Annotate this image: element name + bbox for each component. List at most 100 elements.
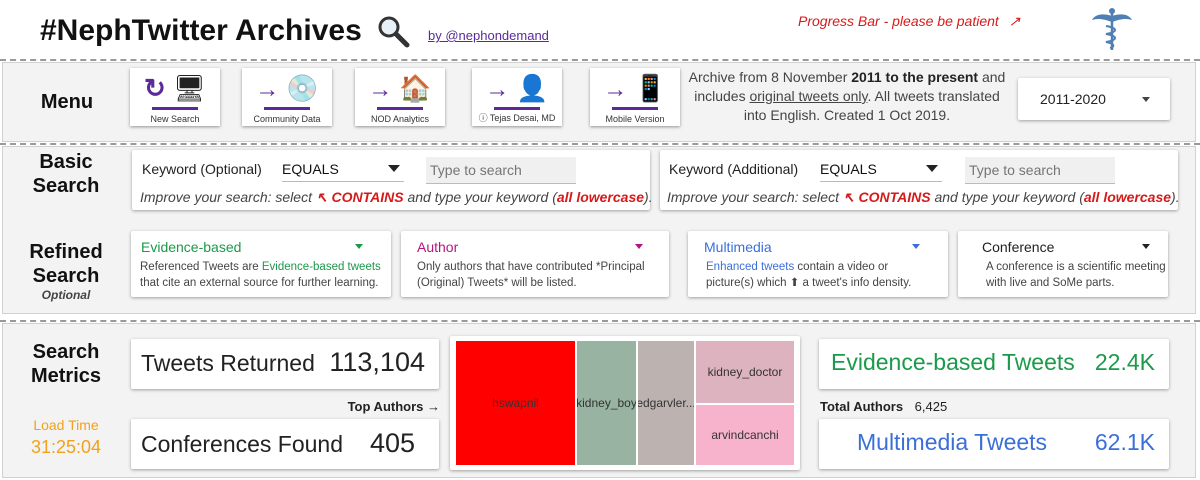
keyword-optional-operator-select[interactable]: EQUALS (282, 161, 404, 182)
chevron-down-icon (912, 244, 920, 249)
tweets-returned-card: Tweets Returned 113,104 (131, 339, 439, 389)
progress-arrow-icon: ↗ (1008, 13, 1021, 29)
hint-lowercase: all lowercase (556, 189, 645, 205)
hint-mid: and type your keyword ( (930, 189, 1084, 205)
progress-bar-text: Progress Bar - please be patient ↗ (798, 13, 1020, 30)
multimedia-filter[interactable]: Multimedia Enhanced tweets contain a vid… (688, 231, 948, 297)
caduceus-logo (1090, 6, 1134, 52)
archive-text-bold: 2011 to the present (851, 69, 979, 85)
multimedia-tweets-card: Multimedia Tweets 62.1K (819, 419, 1169, 469)
mobile-phone-icon: → 📱 (603, 73, 667, 103)
multimedia-tweets-value: 62.1K (1094, 429, 1155, 455)
hint-contains: CONTAINS (331, 189, 404, 205)
load-time-label: Load Time (33, 417, 99, 433)
evidence-based-tweets-card: Evidence-based Tweets 22.4K (819, 339, 1169, 389)
divider (0, 320, 1200, 322)
multimedia-filter-title: Multimedia (704, 239, 772, 255)
tweets-returned-label: Tweets Returned (141, 350, 315, 376)
top-authors-label: Top Authors → (347, 399, 440, 414)
author-filter-desc: Only authors that have contributed *Prin… (417, 259, 657, 291)
evidence-based-filter-desc: Referenced Tweets are Evidence-based twe… (140, 259, 390, 291)
treemap-tile-kidney-boy[interactable]: kidney_boy (576, 340, 637, 466)
total-authors-label: Total Authors (820, 399, 904, 414)
conference-filter-desc: A conference is a scientific meeting wit… (986, 259, 1166, 291)
keyword-additional-label: Keyword (Additional) (669, 161, 799, 177)
nod-analytics-button[interactable]: → 🏠 NOD Analytics (355, 68, 445, 126)
conferences-found-label: Conferences Found (141, 431, 344, 457)
chevron-down-icon (1142, 97, 1150, 102)
house-icon: → 🏠 (368, 73, 432, 103)
new-search-label: New Search (150, 114, 200, 124)
community-data-label: Community Data (253, 114, 321, 124)
desc-pre: Referenced Tweets are (140, 261, 262, 273)
keyword-optional-operator-value: EQUALS (282, 161, 339, 177)
keyword-optional-hint: Improve your search: select ↖ CONTAINS a… (140, 189, 653, 206)
year-select-value: 2011-2020 (1040, 91, 1106, 107)
refined-search-optional: Optional (41, 288, 91, 302)
desc-pre: A conference is a scientific meeting wit… (986, 261, 1166, 289)
multimedia-tweets-label: Multimedia Tweets (857, 429, 1048, 455)
treemap-label: edgarvler... (637, 396, 695, 410)
total-authors-value: 6,425 (914, 399, 948, 414)
new-search-button[interactable]: ↻ 🖥 New Search (130, 68, 220, 126)
keyword-additional-operator-select[interactable]: EQUALS (820, 161, 942, 182)
person-icon: → 👤 (485, 73, 549, 103)
refined-search-label: Refined Search Optional (18, 240, 114, 302)
tweets-returned-value: 113,104 (329, 347, 425, 377)
button-underline (494, 107, 540, 110)
evidence-based-filter[interactable]: Evidence-based Referenced Tweets are Evi… (131, 231, 391, 297)
chevron-down-icon (635, 244, 643, 249)
mobile-version-button[interactable]: → 📱 Mobile Version (590, 68, 680, 126)
refresh-desktop-icon: ↻ 🖥 (143, 73, 207, 103)
multimedia-filter-desc: Enhanced tweets contain a video or pictu… (706, 259, 938, 291)
treemap-label: kidney_boy (576, 396, 637, 410)
tejas-desai-button[interactable]: → 👤 ⓘ Tejas Desai, MD (472, 68, 562, 126)
conferences-found-value: 405 (369, 428, 415, 458)
keyword-additional-operator-value: EQUALS (820, 161, 877, 177)
author-filter-title: Author (417, 239, 459, 255)
author-filter[interactable]: Author Only authors that have contribute… (401, 231, 669, 297)
byline-link[interactable]: by @nephondemand (428, 28, 549, 43)
keyword-optional-search-input[interactable] (426, 157, 576, 184)
button-underline (612, 107, 658, 110)
community-data-button[interactable]: → 💿 Community Data (242, 68, 332, 126)
hint-prefix: Improve your search: select (140, 189, 316, 205)
desc-post: that cite an external source for further… (140, 277, 379, 289)
conference-filter-title: Conference (982, 239, 1055, 255)
load-time-value: 31:25:04 (30, 437, 102, 457)
treemap-tile-arvindcanchi[interactable]: arvindcanchi (695, 404, 795, 466)
conference-filter[interactable]: Conference A conference is a scientific … (958, 231, 1168, 297)
desc-pre: Only authors that have contributed *Prin… (417, 261, 645, 289)
hint-symbol: ↖ (842, 189, 855, 205)
desc-highlight: Evidence-based tweets (261, 261, 381, 273)
button-underline (264, 107, 310, 110)
archive-text-link: original tweets only (749, 88, 868, 104)
progress-bar-label: Progress Bar - please be patient (798, 13, 999, 29)
evidence-based-tweets-label: Evidence-based Tweets (831, 349, 1075, 375)
total-authors: Total Authors 6,425 (820, 399, 947, 414)
treemap-label: kidney_doctor (707, 365, 783, 379)
treemap-tile-kidney-doctor[interactable]: kidney_doctor (695, 340, 795, 404)
treemap-tile-hswapnil[interactable]: hswapnil (455, 340, 576, 466)
button-underline (152, 107, 198, 110)
menu-label: Menu (40, 91, 94, 113)
page-title: #NephTwitter Archives (40, 14, 362, 47)
mobile-version-label: Mobile Version (605, 114, 665, 124)
hint-end: ). (644, 189, 653, 205)
treemap-tile-edgarvler[interactable]: edgarvler... (637, 340, 695, 466)
treemap-label: arvindcanchi (711, 428, 779, 442)
desc-post: contain a video or picture(s) which ⬆ a … (706, 261, 912, 289)
refined-search-label-line1: Refined (29, 241, 103, 263)
search-metrics-label-line1: Search (32, 341, 100, 363)
hint-end: ). (1171, 189, 1180, 205)
dropdown-caret-icon (388, 165, 400, 172)
year-select[interactable]: 2011-2020 (1018, 78, 1170, 120)
evidence-based-tweets-value: 22.4K (1094, 349, 1155, 375)
keyword-additional-search-input[interactable] (965, 157, 1115, 184)
search-metrics-label: Search Metrics (18, 340, 114, 388)
basic-search-label-line2: Search (32, 175, 100, 197)
basic-search-label-line1: Basic (39, 151, 93, 173)
refined-search-label-line2: Search (32, 265, 100, 287)
divider (0, 59, 1200, 61)
hint-mid: and type your keyword ( (403, 189, 557, 205)
